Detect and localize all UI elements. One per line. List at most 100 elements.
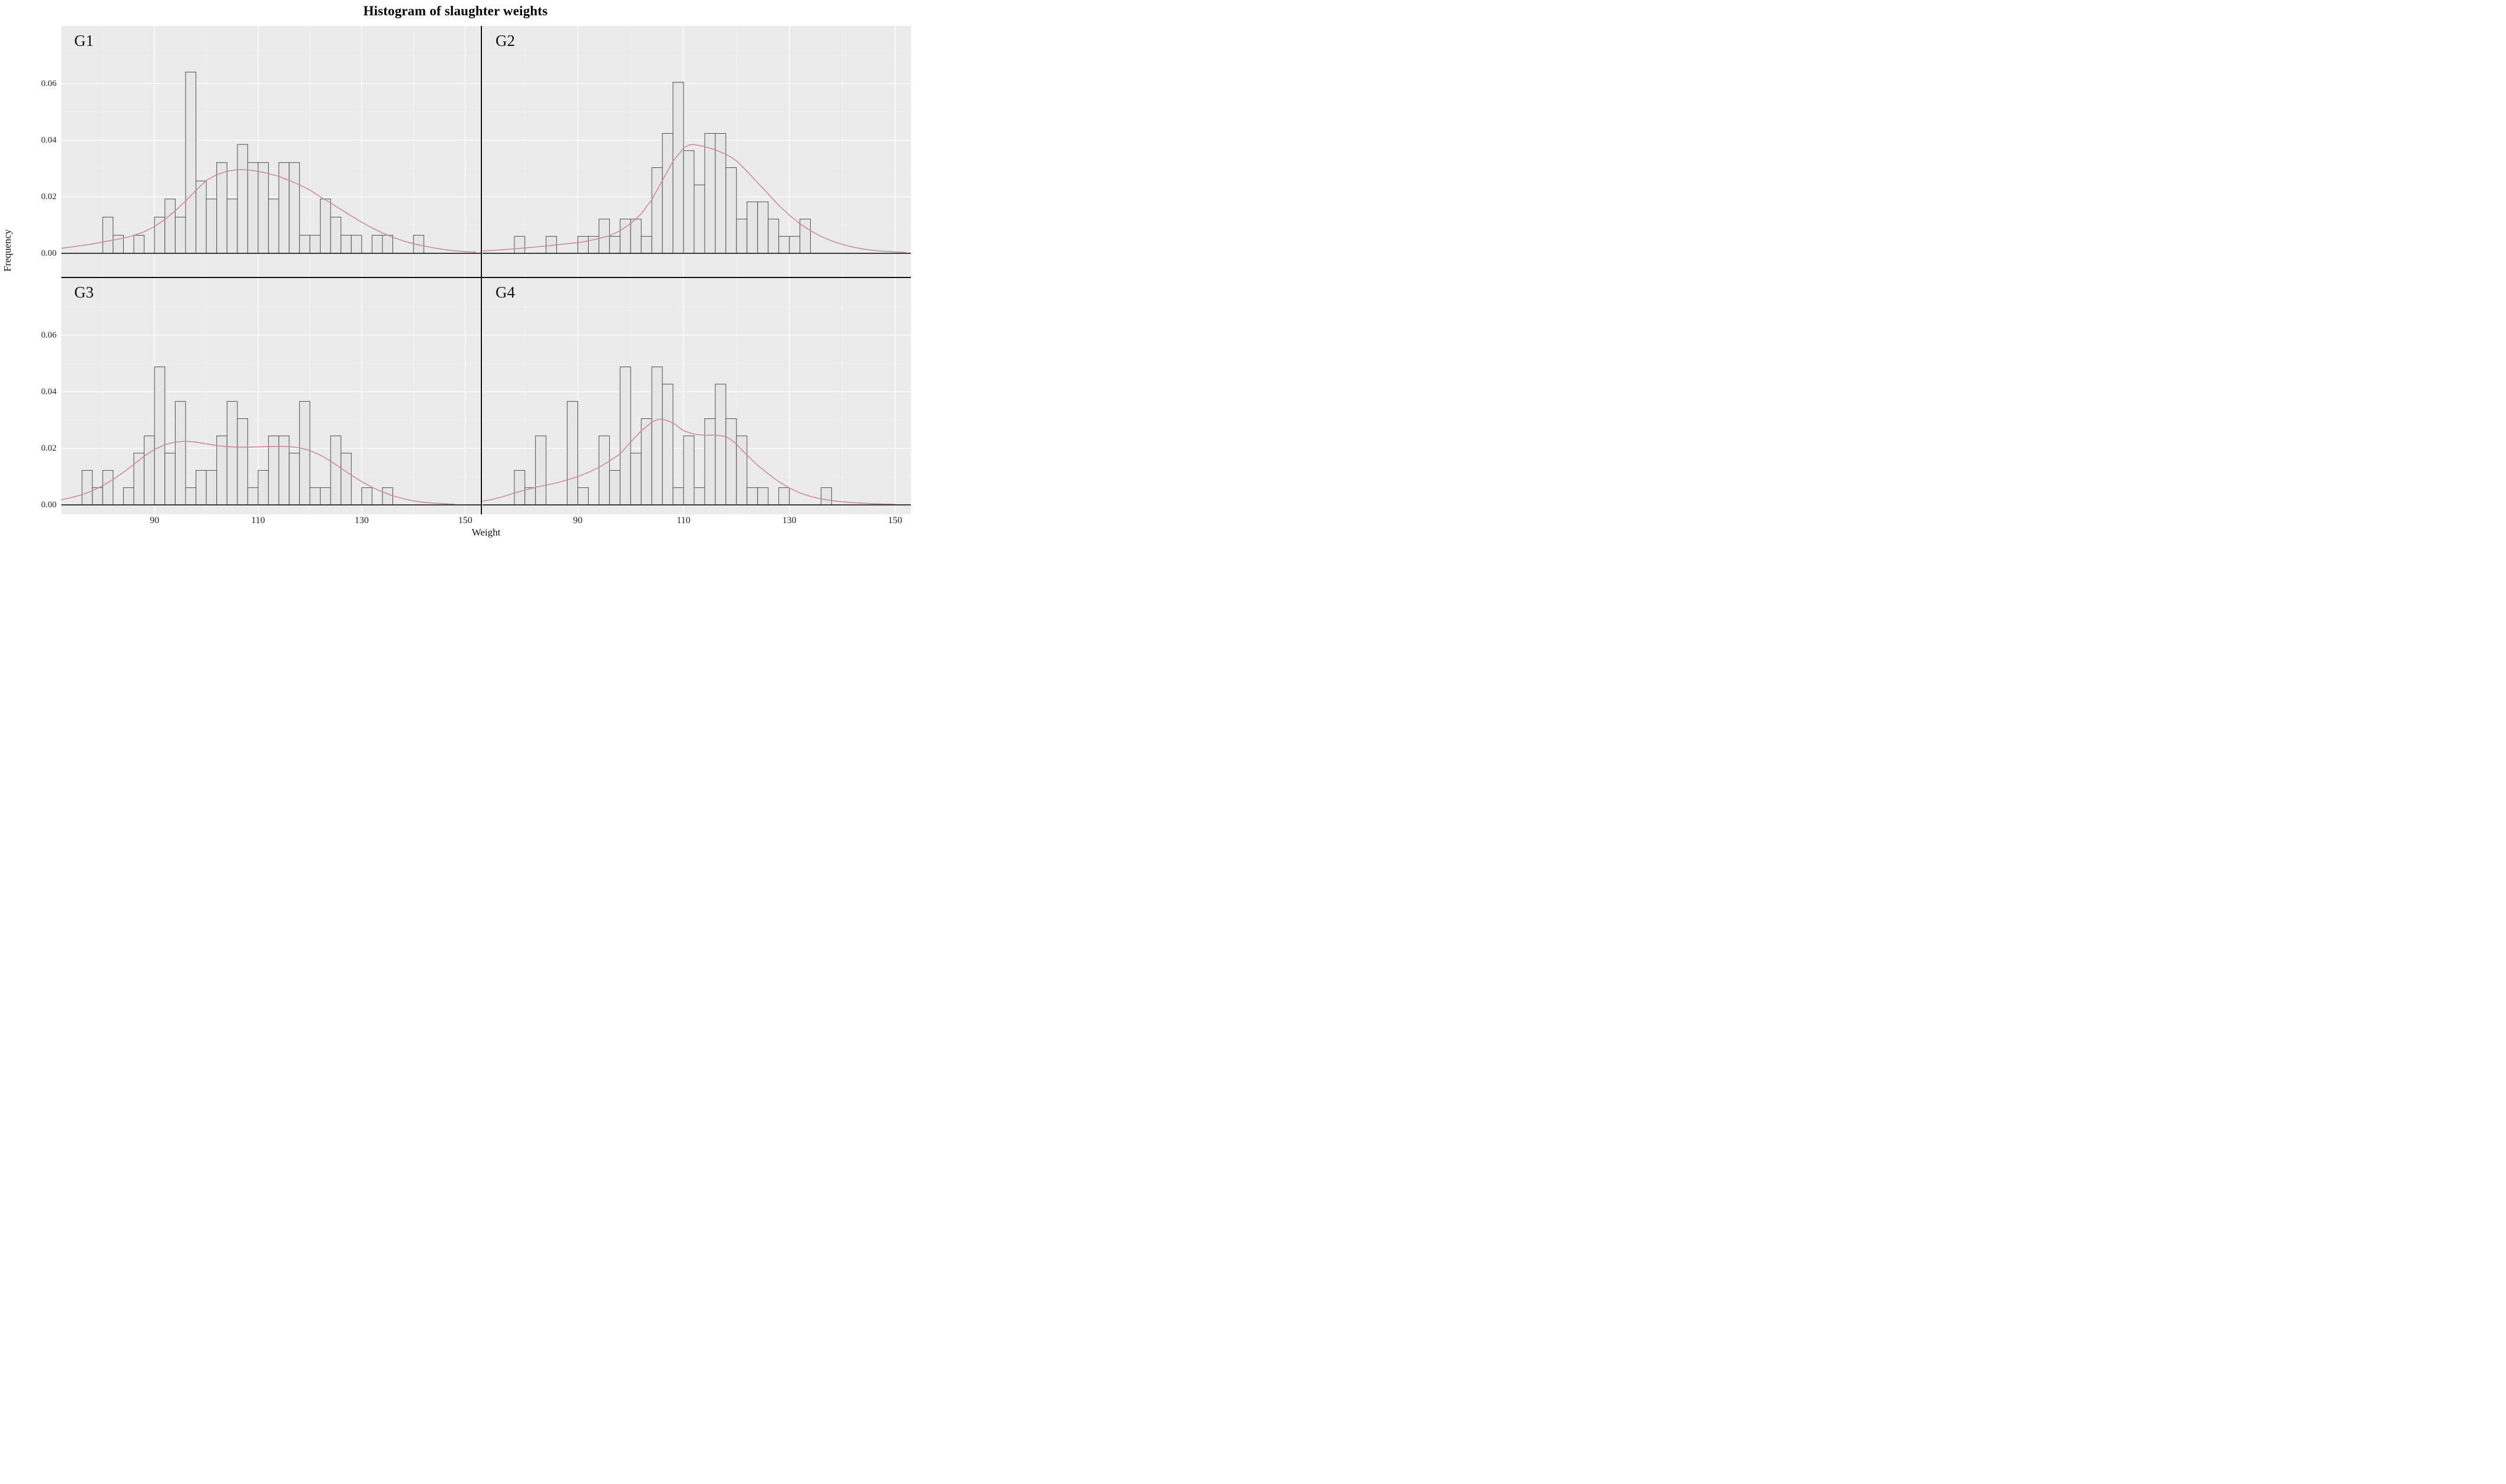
panel-g2: G2 xyxy=(483,26,911,277)
y-tick-label: 0.02 xyxy=(41,444,57,453)
histogram-bar xyxy=(164,199,176,254)
histogram-bar xyxy=(341,452,352,505)
histogram-bar xyxy=(123,487,134,505)
y-tick-label: 0.06 xyxy=(41,79,57,88)
x-tick-label: 110 xyxy=(676,515,691,525)
histogram-bar xyxy=(651,366,663,505)
y-tick-label: 0.04 xyxy=(41,387,57,396)
density-curve xyxy=(483,418,896,505)
histogram-svg-g4 xyxy=(483,277,911,514)
histogram-bar xyxy=(278,162,290,254)
histogram-bar xyxy=(757,487,769,505)
histogram-bar xyxy=(778,236,790,254)
histogram-bar xyxy=(715,133,727,254)
histogram-bar xyxy=(351,234,362,254)
histogram-bar xyxy=(630,452,642,505)
histogram-bar xyxy=(289,452,300,505)
histogram-bar xyxy=(662,133,673,254)
histogram-bar xyxy=(524,487,536,505)
histogram-bar xyxy=(535,435,547,505)
histogram-bar xyxy=(598,435,610,505)
histogram-svg-g2 xyxy=(483,26,911,277)
y-tick-label: 0.00 xyxy=(41,249,57,258)
histogram-bar xyxy=(174,217,186,254)
histogram-bar xyxy=(196,470,207,505)
histogram-bar xyxy=(567,401,579,505)
histogram-bar xyxy=(757,201,769,254)
facet-label-g1: G1 xyxy=(74,32,94,49)
histogram-bar xyxy=(577,487,589,505)
histogram-bar xyxy=(514,236,526,254)
facet-column-divider xyxy=(481,26,482,514)
histogram-bar xyxy=(237,144,248,254)
histogram-bar xyxy=(206,199,217,254)
histogram-bar xyxy=(154,366,166,505)
histogram-bar xyxy=(736,219,748,254)
histogram-bar xyxy=(133,234,145,254)
histogram-bar xyxy=(789,236,801,254)
histogram-bar xyxy=(683,150,695,254)
histogram-bar xyxy=(747,201,758,254)
histogram-bar xyxy=(672,82,684,254)
histogram-bar xyxy=(704,133,716,254)
facet-row-divider xyxy=(61,277,911,278)
histogram-bar xyxy=(247,162,259,254)
histogram-bar xyxy=(725,418,737,505)
figure: Histogram of slaughter weights Frequency… xyxy=(0,0,911,540)
histogram-bar xyxy=(619,366,631,505)
histogram-bar xyxy=(609,236,620,254)
histogram-bar xyxy=(704,418,716,505)
histogram-bar xyxy=(361,487,372,505)
histogram-bar xyxy=(768,219,780,254)
histogram-bar xyxy=(226,199,238,254)
histogram-bar xyxy=(237,418,248,505)
histogram-bar xyxy=(320,487,331,505)
panel-g3: G3 xyxy=(61,277,481,514)
histogram-bar xyxy=(820,487,832,505)
histogram-bar xyxy=(725,167,737,254)
histogram-bar xyxy=(694,184,705,254)
histogram-bar xyxy=(382,234,394,254)
histogram-bar xyxy=(196,180,207,254)
x-tick-label: 90 xyxy=(150,515,160,525)
histogram-bar xyxy=(206,470,217,505)
histogram-bar xyxy=(268,199,279,254)
y-tick-label: 0.04 xyxy=(41,135,57,145)
facet-label-g4: G4 xyxy=(496,283,515,301)
histogram-bar xyxy=(341,234,352,254)
histogram-bar xyxy=(694,487,705,505)
histogram-bar xyxy=(382,487,394,505)
density-curve xyxy=(61,441,455,505)
facet-label-g2: G2 xyxy=(496,32,515,49)
x-tick-label: 130 xyxy=(354,515,369,525)
y-tick-label: 0.00 xyxy=(41,500,57,510)
histogram-bar xyxy=(630,219,642,254)
histogram-bar xyxy=(185,71,197,254)
histogram-bar xyxy=(164,452,176,505)
figure-title: Histogram of slaughter weights xyxy=(363,4,548,18)
density-curve xyxy=(61,169,476,253)
histogram-bar xyxy=(747,487,758,505)
histogram-bar xyxy=(371,234,383,254)
histogram-bar xyxy=(330,435,342,505)
histogram-bar xyxy=(309,487,321,505)
histogram-bar xyxy=(174,401,186,505)
density-curve xyxy=(483,144,906,253)
x-tick-label: 130 xyxy=(782,515,797,525)
histogram-bar xyxy=(309,234,321,254)
histogram-bar xyxy=(514,470,526,505)
histogram-bar xyxy=(216,162,227,254)
histogram-bar xyxy=(640,236,652,254)
panel-g1: G1 xyxy=(61,26,481,277)
histogram-bar xyxy=(185,487,197,505)
x-axis-title: Weight xyxy=(471,527,501,538)
histogram-bar xyxy=(662,384,673,505)
histogram-bar xyxy=(299,234,311,254)
histogram-bar xyxy=(289,162,300,254)
x-tick-label: 150 xyxy=(458,515,473,525)
histogram-bar xyxy=(257,162,269,254)
histogram-bar xyxy=(651,167,663,254)
histogram-bar xyxy=(778,487,790,505)
facet-label-g3: G3 xyxy=(74,283,94,301)
histogram-bar xyxy=(320,199,331,254)
